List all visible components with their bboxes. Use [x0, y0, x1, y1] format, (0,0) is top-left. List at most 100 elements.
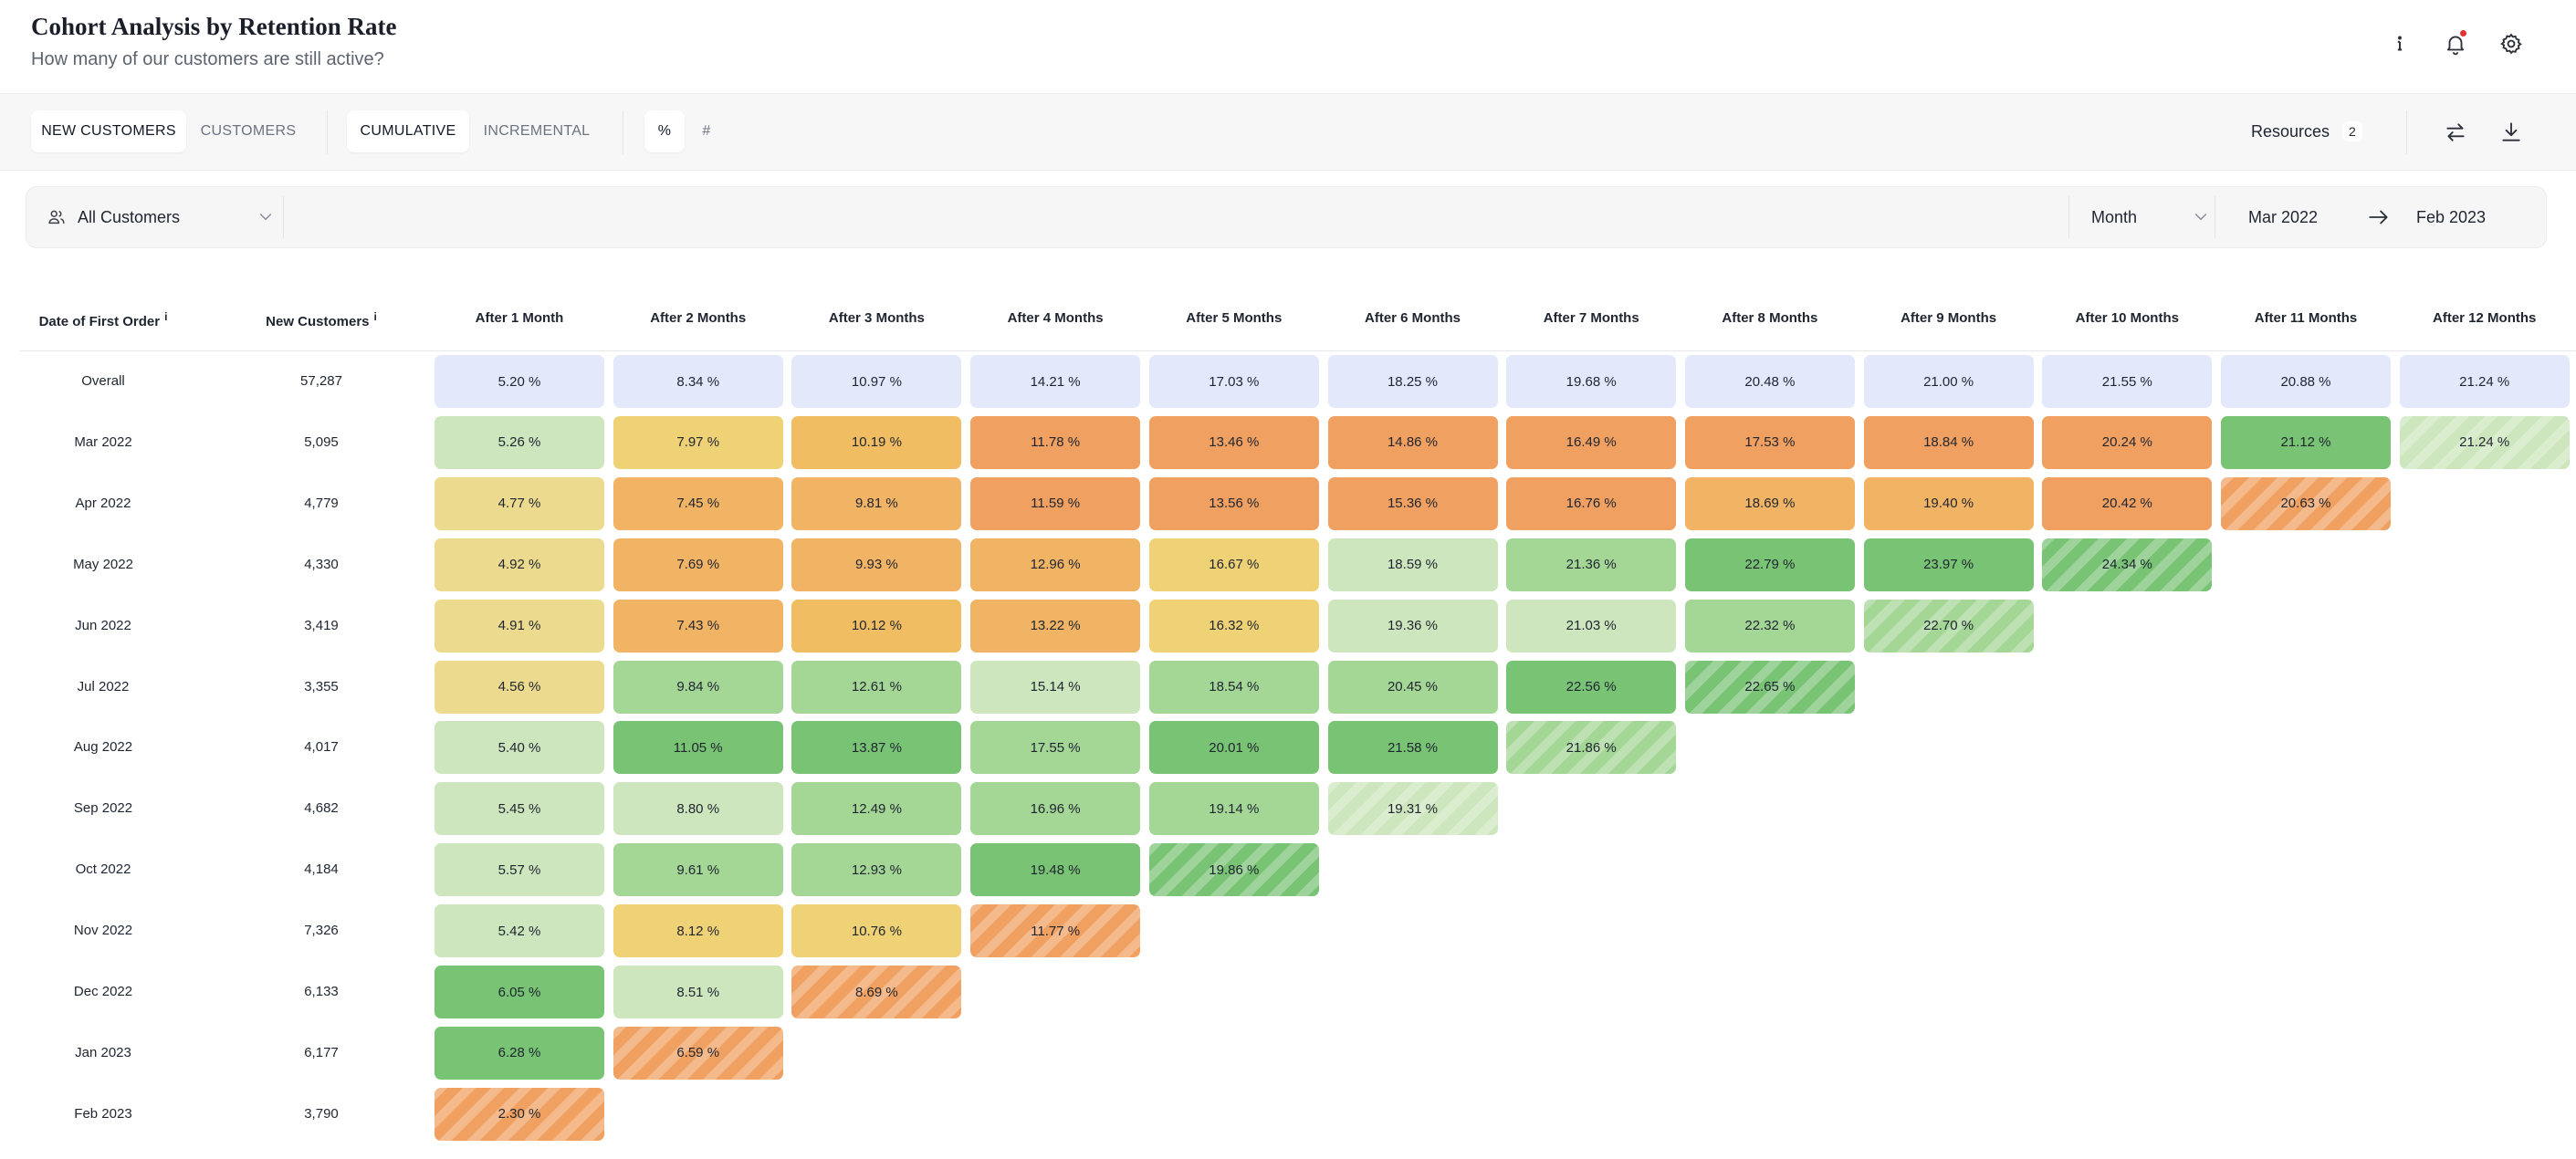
download-icon[interactable]: [2493, 114, 2529, 151]
tab-incremental[interactable]: INCREMENTAL: [483, 123, 591, 139]
date-to-picker[interactable]: Feb 2023: [2416, 207, 2487, 226]
info-icon[interactable]: i: [164, 310, 168, 323]
retention-cell[interactable]: 21.12 %: [2221, 415, 2391, 469]
retention-cell[interactable]: 20.45 %: [1327, 660, 1498, 714]
retention-cell[interactable]: 8.80 %: [613, 782, 783, 836]
retention-cell[interactable]: 17.55 %: [970, 721, 1141, 775]
retention-cell[interactable]: 5.26 %: [435, 415, 604, 469]
retention-cell-partial[interactable]: 21.86 %: [1506, 721, 1677, 775]
retention-cell[interactable]: 18.54 %: [1148, 660, 1319, 714]
retention-cell[interactable]: 13.46 %: [1148, 415, 1319, 469]
retention-cell[interactable]: 8.51 %: [613, 966, 783, 1018]
retention-cell[interactable]: 20.42 %: [2042, 476, 2213, 530]
retention-cell[interactable]: 13.56 %: [1148, 476, 1319, 530]
retention-cell[interactable]: 8.12 %: [613, 904, 783, 958]
retention-cell[interactable]: 21.55 %: [2042, 355, 2213, 408]
retention-cell[interactable]: 10.19 %: [791, 415, 962, 469]
retention-cell[interactable]: 9.81 %: [791, 476, 962, 530]
retention-cell-partial[interactable]: 22.70 %: [1863, 599, 2034, 653]
retention-cell[interactable]: 22.79 %: [1684, 538, 1855, 591]
retention-cell[interactable]: 5.57 %: [435, 843, 604, 897]
retention-cell[interactable]: 12.96 %: [970, 538, 1141, 591]
tab-count[interactable]: #: [702, 123, 711, 139]
retention-cell[interactable]: 19.36 %: [1327, 599, 1498, 653]
retention-cell[interactable]: 16.49 %: [1506, 415, 1677, 469]
retention-cell[interactable]: 9.84 %: [613, 660, 783, 714]
retention-cell[interactable]: 22.56 %: [1506, 660, 1677, 714]
period-select[interactable]: Month: [2091, 187, 2219, 247]
column-header[interactable]: Date of First Order i: [0, 310, 213, 329]
retention-cell-partial[interactable]: 21.24 %: [2399, 415, 2570, 469]
retention-cell[interactable]: 5.20 %: [435, 355, 604, 408]
retention-cell[interactable]: 5.40 %: [435, 721, 604, 775]
retention-cell[interactable]: 6.05 %: [435, 966, 604, 1018]
retention-cell[interactable]: 4.56 %: [435, 660, 604, 714]
retention-cell-partial[interactable]: 11.77 %: [970, 904, 1141, 958]
retention-cell[interactable]: 6.28 %: [435, 1026, 604, 1080]
retention-cell[interactable]: 17.03 %: [1148, 355, 1319, 408]
retention-cell[interactable]: 4.91 %: [435, 599, 604, 653]
gear-icon[interactable]: [2495, 27, 2528, 60]
retention-cell[interactable]: 18.59 %: [1327, 538, 1498, 591]
retention-cell[interactable]: 12.61 %: [791, 660, 962, 714]
retention-cell[interactable]: 14.86 %: [1327, 415, 1498, 469]
retention-cell[interactable]: 5.42 %: [435, 904, 604, 958]
retention-cell[interactable]: 23.97 %: [1863, 538, 2034, 591]
retention-cell-partial[interactable]: 8.69 %: [791, 966, 962, 1018]
retention-cell[interactable]: 13.22 %: [970, 599, 1141, 653]
retention-cell[interactable]: 18.25 %: [1327, 355, 1498, 408]
retention-cell[interactable]: 20.24 %: [2042, 415, 2213, 469]
retention-cell[interactable]: 21.03 %: [1506, 599, 1677, 653]
retention-cell[interactable]: 11.05 %: [613, 721, 783, 775]
tab-cumulative[interactable]: CUMULATIVE: [347, 110, 469, 152]
retention-cell[interactable]: 10.97 %: [791, 355, 962, 408]
retention-cell[interactable]: 4.92 %: [435, 538, 604, 591]
retention-cell-partial[interactable]: 6.59 %: [613, 1026, 783, 1080]
retention-cell[interactable]: 7.43 %: [613, 599, 783, 653]
retention-cell[interactable]: 20.88 %: [2221, 355, 2391, 408]
retention-cell-partial[interactable]: 20.63 %: [2221, 476, 2391, 530]
retention-cell[interactable]: 12.93 %: [791, 843, 962, 897]
retention-cell[interactable]: 11.59 %: [970, 476, 1141, 530]
retention-cell[interactable]: 13.87 %: [791, 721, 962, 775]
retention-cell[interactable]: 7.97 %: [613, 415, 783, 469]
retention-cell[interactable]: 7.69 %: [613, 538, 783, 591]
retention-cell[interactable]: 19.14 %: [1148, 782, 1319, 836]
segment-select[interactable]: All Customers: [47, 187, 284, 247]
retention-cell[interactable]: 11.78 %: [970, 415, 1141, 469]
tab-percent[interactable]: %: [644, 110, 685, 152]
date-from-picker[interactable]: Mar 2022: [2248, 207, 2319, 226]
info-icon[interactable]: [2383, 27, 2416, 60]
retention-cell[interactable]: 16.96 %: [970, 782, 1141, 836]
retention-cell[interactable]: 22.32 %: [1684, 599, 1855, 653]
retention-cell[interactable]: 19.40 %: [1863, 476, 2034, 530]
retention-cell[interactable]: 15.36 %: [1327, 476, 1498, 530]
tab-customers[interactable]: CUSTOMERS: [200, 123, 297, 139]
retention-cell[interactable]: 16.76 %: [1506, 476, 1677, 530]
retention-cell[interactable]: 17.53 %: [1684, 415, 1855, 469]
retention-cell[interactable]: 9.61 %: [613, 843, 783, 897]
retention-cell[interactable]: 12.49 %: [791, 782, 962, 836]
retention-cell-partial[interactable]: 22.65 %: [1684, 660, 1855, 714]
retention-cell[interactable]: 16.32 %: [1148, 599, 1319, 653]
retention-cell[interactable]: 21.24 %: [2399, 355, 2570, 408]
retention-cell[interactable]: 21.00 %: [1863, 355, 2034, 408]
retention-cell[interactable]: 9.93 %: [791, 538, 962, 591]
retention-cell[interactable]: 18.69 %: [1684, 476, 1855, 530]
retention-cell[interactable]: 10.76 %: [791, 904, 962, 958]
retention-cell[interactable]: 21.58 %: [1327, 721, 1498, 775]
retention-cell[interactable]: 16.67 %: [1148, 538, 1319, 591]
retention-cell[interactable]: 7.45 %: [613, 476, 783, 530]
retention-cell-partial[interactable]: 19.31 %: [1327, 782, 1498, 836]
retention-cell[interactable]: 14.21 %: [970, 355, 1141, 408]
retention-cell-partial[interactable]: 19.86 %: [1148, 843, 1319, 897]
tab-new-customers[interactable]: NEW CUSTOMERS: [31, 110, 186, 152]
retention-cell[interactable]: 4.77 %: [435, 476, 604, 530]
retention-cell-partial[interactable]: 2.30 %: [435, 1087, 604, 1141]
retention-cell[interactable]: 19.48 %: [970, 843, 1141, 897]
resources-button[interactable]: Resources 2: [2251, 110, 2362, 152]
column-header[interactable]: New Customers i: [212, 310, 431, 329]
retention-cell-partial[interactable]: 24.34 %: [2042, 538, 2213, 591]
retention-cell[interactable]: 8.34 %: [613, 355, 783, 408]
retention-cell[interactable]: 10.12 %: [791, 599, 962, 653]
